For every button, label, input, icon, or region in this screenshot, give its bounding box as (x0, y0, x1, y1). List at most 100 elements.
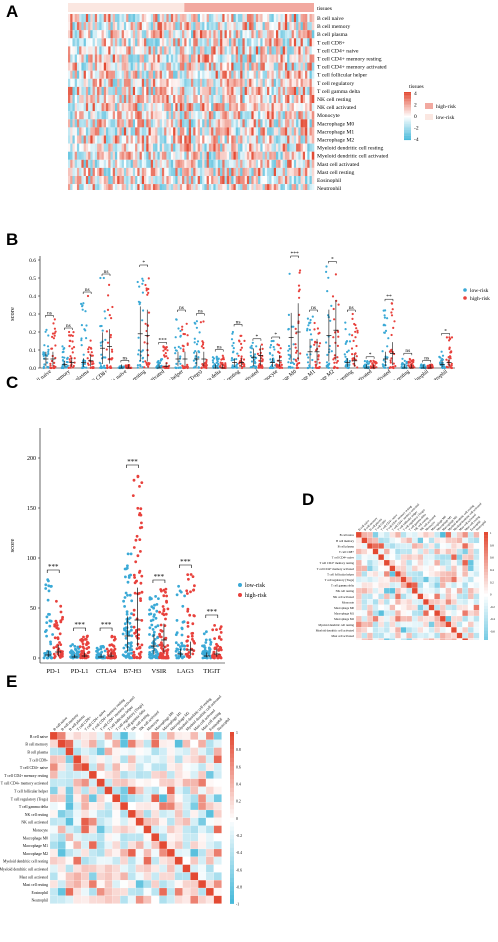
heat-cell (217, 62, 221, 71)
data-point (124, 643, 128, 647)
heat-cell (307, 86, 310, 95)
heat-cell (217, 78, 221, 87)
heat-cell (235, 151, 239, 160)
heat-cell (186, 86, 190, 95)
heat-cell (311, 176, 315, 185)
heat-cell (211, 135, 214, 144)
heat-cell (309, 111, 313, 120)
corr-cell (406, 548, 413, 555)
heat-cell (137, 30, 140, 39)
heat-cell (137, 159, 140, 168)
heat-cell (242, 54, 245, 63)
data-point (345, 360, 348, 363)
heat-cell (141, 111, 145, 120)
heat-cell (229, 30, 232, 39)
row-label: T cell regulatory (317, 81, 354, 87)
data-point (325, 364, 328, 367)
sig-label: ns (66, 323, 71, 329)
data-point (54, 619, 58, 623)
heat-cell (108, 54, 111, 63)
data-point (334, 273, 337, 276)
data-point (166, 607, 170, 611)
heat-cell (70, 151, 73, 160)
corr-cell (473, 571, 480, 577)
heat-cell (282, 184, 286, 193)
heat-cell (141, 95, 145, 104)
heat-cell (249, 184, 252, 193)
row-label: Mast cell activated (317, 162, 359, 168)
heat-cell (233, 54, 237, 63)
heat-cell (280, 184, 283, 193)
heat-cell (119, 176, 122, 185)
data-point (101, 329, 104, 332)
data-point (204, 641, 208, 644)
heat-cell (278, 143, 281, 152)
heat-cell (164, 119, 167, 128)
legend-title-tissues: tissues (317, 6, 332, 12)
heat-cell (101, 46, 105, 55)
heat-cell (246, 22, 250, 31)
heat-cell (253, 143, 257, 152)
heat-cell (305, 135, 308, 144)
heat-cell (206, 135, 210, 144)
heat-cell (220, 127, 223, 136)
data-point (191, 637, 194, 641)
heat-cell (92, 38, 96, 47)
heat-cell (146, 86, 149, 95)
heat-cell (159, 86, 163, 95)
heat-cell (271, 176, 275, 185)
data-point (141, 282, 144, 285)
heat-cell (173, 184, 176, 193)
data-point (99, 276, 102, 280)
heat-cell (117, 86, 120, 95)
data-point (139, 365, 142, 368)
data-point (428, 365, 431, 368)
heat-cell (182, 86, 185, 95)
data-point (99, 341, 102, 344)
heat-cell (123, 151, 127, 160)
data-point (95, 650, 99, 653)
heat-cell (235, 103, 239, 112)
heat-cell (170, 70, 174, 79)
heat-cell (103, 14, 107, 23)
data-point (308, 328, 311, 331)
heat-cell (208, 78, 212, 87)
heat-cell (155, 135, 158, 144)
heat-cell (199, 46, 203, 55)
heat-cell (123, 30, 127, 39)
heat-cell (146, 78, 149, 87)
heat-cell (135, 78, 138, 87)
heat-cell (309, 62, 313, 71)
data-point (147, 365, 150, 368)
heat-cell (202, 86, 205, 95)
heat-cell (182, 62, 185, 71)
heat-cell (195, 70, 199, 79)
data-point (351, 317, 354, 320)
heat-cell (72, 167, 76, 176)
heat-cell (123, 184, 127, 193)
data-point (124, 636, 128, 640)
data-point (306, 353, 309, 356)
data-point (164, 612, 168, 616)
data-point (90, 351, 93, 354)
heat-cell (144, 70, 147, 79)
heat-cell (191, 103, 194, 112)
heat-cell (226, 78, 230, 87)
data-point (314, 360, 317, 363)
heat-cell (70, 22, 73, 31)
heat-cell (291, 159, 295, 168)
heat-cell (146, 127, 149, 136)
heat-cell (177, 22, 181, 31)
heat-cell (79, 62, 82, 71)
corr-cell (361, 554, 368, 561)
heat-cell (161, 127, 165, 136)
heat-cell (224, 70, 228, 79)
heat-cell (90, 184, 93, 193)
heat-cell (213, 62, 216, 71)
data-point (100, 353, 103, 356)
heat-cell (262, 30, 266, 39)
heat-cell (202, 135, 205, 144)
heat-cell (152, 127, 156, 136)
heat-cell (137, 38, 140, 47)
heat-cell (157, 111, 160, 120)
